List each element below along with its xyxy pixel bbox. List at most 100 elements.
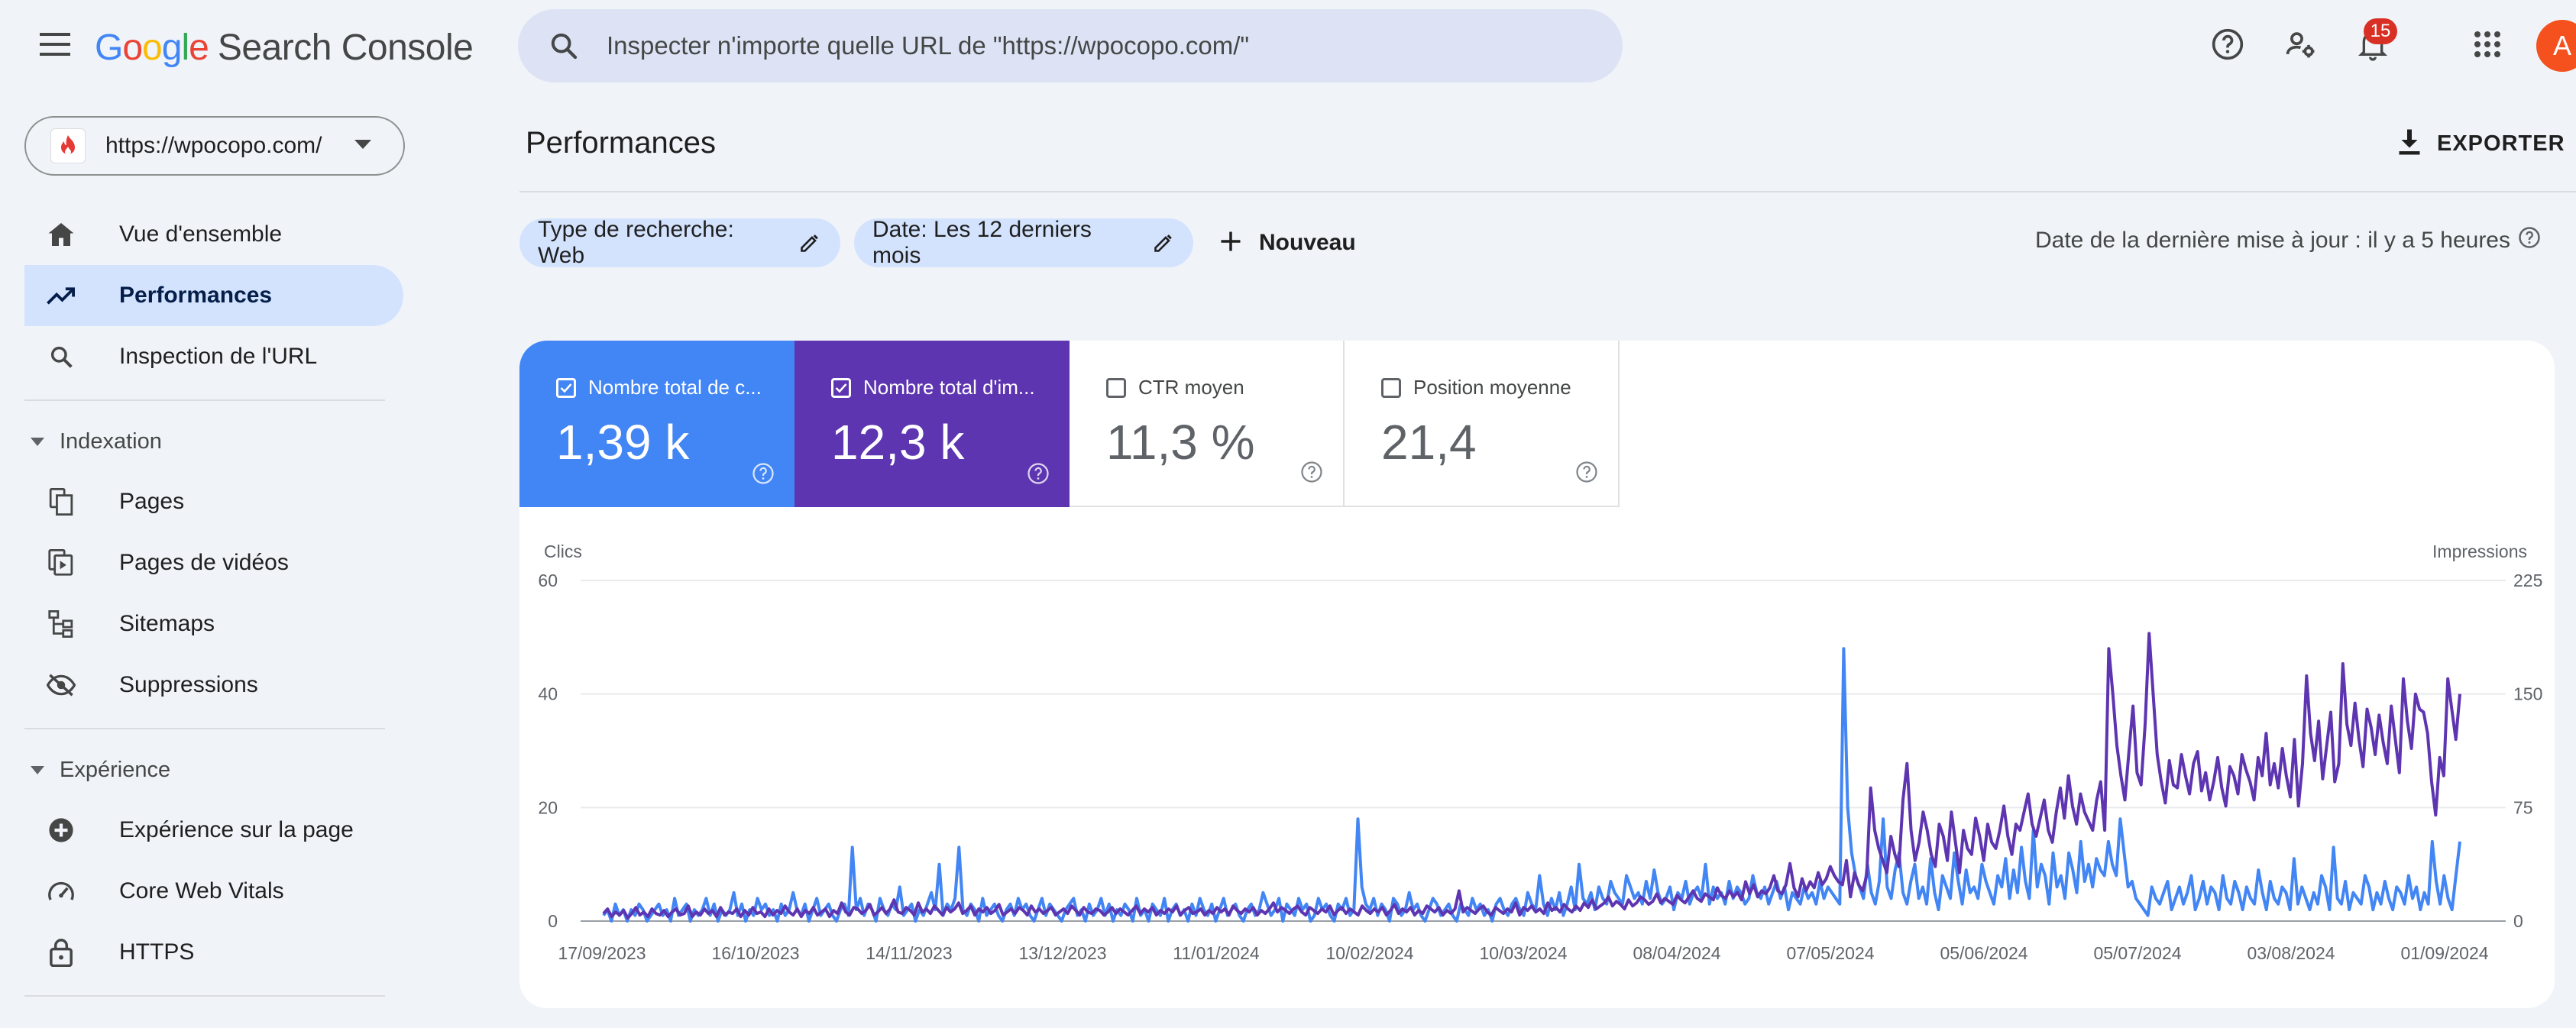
nav-pages[interactable]: Pages (24, 471, 403, 532)
metric-value: 21,4 (1381, 415, 1477, 470)
product-name: Search Console (217, 27, 474, 68)
manage-account-icon (2284, 27, 2318, 65)
collapse-triangle-icon (31, 765, 44, 774)
plus-circle-icon (43, 812, 79, 849)
edit-pencil-icon (798, 231, 822, 255)
series-line-impressions (602, 632, 2461, 920)
download-icon (2397, 128, 2422, 160)
nav-label: Performances (119, 283, 273, 308)
nav-label: Core Web Vitals (119, 878, 284, 904)
checkbox-unchecked-icon[interactable] (1106, 377, 1126, 398)
checkbox-checked-icon[interactable] (831, 377, 851, 398)
help-icon[interactable] (1575, 461, 1598, 487)
nav-label: Vue d'ensemble (119, 221, 283, 247)
x-tick-label: 01/09/2024 (2400, 943, 2488, 963)
filter-chip-date[interactable]: Date: Les 12 derniers mois (854, 217, 1193, 268)
x-tick-label: 10/03/2024 (1479, 943, 1567, 963)
property-selector[interactable]: https://wpocopo.com/ (24, 116, 405, 176)
y-left-tick-label: 0 (548, 911, 558, 931)
series-line-clics (602, 647, 2461, 923)
y-right-tick-label: 75 (2513, 797, 2533, 817)
url-inspect-search[interactable] (518, 9, 1623, 82)
chevron-down-icon (354, 139, 371, 153)
y-right-tick-label: 0 (2513, 911, 2523, 931)
metric-average-position[interactable]: Position moyenne 21,4 (1345, 341, 1620, 507)
x-tick-label: 10/02/2024 (1325, 943, 1413, 963)
google-apps-button[interactable] (2463, 21, 2512, 70)
site-favicon-icon (50, 128, 86, 163)
metric-value: 12,3 k (831, 415, 965, 470)
lock-icon (43, 934, 79, 971)
sidebar-divider (24, 728, 385, 729)
metric-total-clicks[interactable]: Nombre total de c... 1,39 k (519, 341, 794, 507)
metric-label: Nombre total de c... (588, 376, 762, 399)
y-left-tick-label: 60 (538, 571, 558, 590)
metric-total-impressions[interactable]: Nombre total d'im... 12,3 k (794, 341, 1070, 507)
x-tick-label: 17/09/2023 (558, 943, 646, 963)
help-icon[interactable] (2518, 226, 2541, 255)
app-logo[interactable]: Google Search Console (95, 26, 474, 69)
section-indexation[interactable]: Indexation (31, 419, 162, 464)
sitemap-icon (43, 606, 79, 642)
nav-url-inspection[interactable]: Inspection de l'URL (24, 326, 403, 387)
y-left-tick-label: 20 (538, 797, 558, 817)
metric-average-ctr[interactable]: CTR moyen 11,3 % (1070, 341, 1345, 507)
sidebar-divider (24, 995, 385, 997)
metric-label: Position moyenne (1413, 376, 1571, 399)
new-filter-button[interactable]: Nouveau (1219, 218, 1356, 267)
sidebar-divider (24, 399, 385, 401)
chip-label: Type de recherche: Web (538, 217, 734, 268)
eye-off-icon (43, 667, 79, 703)
y-left-axis-title: Clics (544, 541, 582, 561)
x-tick-label: 05/07/2024 (2093, 943, 2181, 963)
property-url: https://wpocopo.com/ (105, 133, 322, 158)
main-menu-button[interactable] (31, 21, 79, 70)
help-icon[interactable] (1027, 462, 1050, 489)
nav-video-pages[interactable]: Pages de vidéos (24, 532, 403, 593)
nav-label: Expérience sur la page (119, 817, 354, 842)
nav-removals[interactable]: Suppressions (24, 655, 403, 716)
nav-page-experience[interactable]: Expérience sur la page (24, 800, 403, 861)
nav-label: HTTPS (119, 939, 195, 965)
account-avatar[interactable]: A (2536, 20, 2576, 72)
y-left-tick-label: 40 (538, 684, 558, 704)
google-wordmark: Google (95, 27, 209, 68)
x-tick-label: 08/04/2024 (1633, 943, 1720, 963)
search-icon (545, 27, 582, 64)
last-update-text: Date de la dernière mise à jour : il y a… (2035, 228, 2510, 253)
gauge-icon (43, 873, 79, 910)
performance-chart[interactable]: 60 225 40 150 20 75 0 0 Clics Impressions 17/09/20… (519, 524, 2555, 1008)
nav-core-web-vitals[interactable]: Core Web Vitals (24, 861, 403, 922)
apps-grid-icon (2474, 31, 2501, 62)
help-icon (2211, 27, 2244, 65)
nav-label: Inspection de l'URL (119, 344, 318, 369)
settings-button[interactable] (2277, 21, 2325, 70)
nav-https[interactable]: HTTPS (24, 922, 403, 983)
hamburger-icon (40, 32, 70, 60)
help-icon[interactable] (752, 462, 775, 489)
video-pages-icon (43, 545, 79, 581)
nav-label: Pages (119, 489, 185, 514)
last-update-info: Date de la dernière mise à jour : il y a… (2035, 226, 2541, 255)
header-divider (519, 191, 2576, 192)
x-tick-label: 05/06/2024 (1940, 943, 2027, 963)
x-tick-label: 03/08/2024 (2247, 943, 2335, 963)
nav-overview[interactable]: Vue d'ensemble (24, 204, 403, 265)
search-input[interactable] (605, 31, 1525, 61)
metric-label: Nombre total d'im... (863, 376, 1035, 399)
export-button[interactable]: EXPORTER (2397, 121, 2565, 166)
pages-icon (43, 483, 79, 520)
chip-label: Date: Les 12 derniers mois (872, 217, 1092, 268)
section-experience[interactable]: Expérience (31, 747, 170, 793)
home-icon (43, 216, 79, 253)
metric-label: CTR moyen (1138, 376, 1244, 399)
checkbox-unchecked-icon[interactable] (1381, 377, 1401, 398)
nav-sitemaps[interactable]: Sitemaps (24, 593, 403, 655)
help-button[interactable] (2203, 21, 2252, 70)
nav-performance[interactable]: Performances (24, 265, 403, 326)
help-icon[interactable] (1300, 461, 1323, 487)
checkbox-checked-icon[interactable] (556, 377, 576, 398)
x-tick-label: 14/11/2023 (866, 943, 952, 963)
notification-count-badge: 15 (2364, 18, 2397, 44)
filter-chip-search-type[interactable]: Type de recherche: Web (519, 217, 840, 268)
